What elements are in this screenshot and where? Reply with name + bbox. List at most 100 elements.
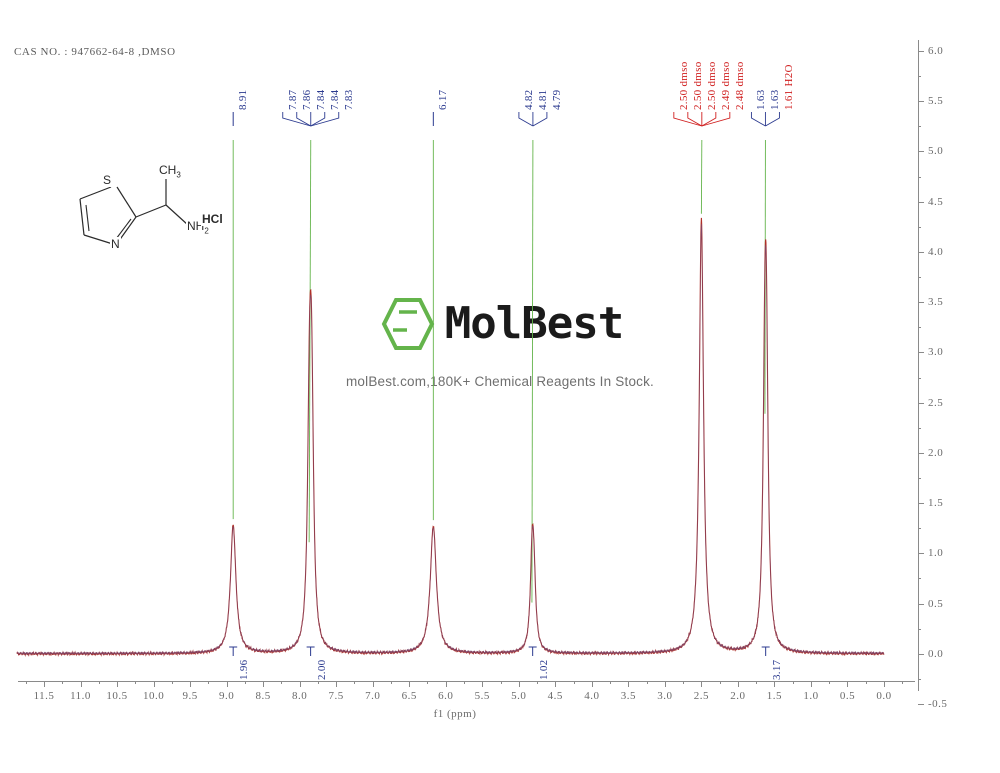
- x-tick-label: 5.5: [474, 690, 490, 702]
- integral-mark: [306, 646, 315, 656]
- peak-label: 1.61 H2O: [783, 64, 796, 110]
- y-tick-minor: [918, 327, 921, 329]
- x-tick-minor: [281, 681, 283, 684]
- y-tick-label: 5.5: [928, 95, 944, 108]
- x-tick-minor: [135, 681, 137, 684]
- x-tick-minor: [865, 681, 867, 684]
- x-tick-label: 9.0: [218, 690, 235, 702]
- y-tick-minor: [918, 477, 921, 479]
- y-tick-label: 4.0: [928, 245, 944, 258]
- y-tick-label: 3.5: [928, 296, 944, 309]
- x-tick-label: 11.5: [33, 690, 55, 702]
- x-tick-label: 0.5: [839, 690, 856, 702]
- y-tick-minor: [918, 126, 921, 128]
- x-tick-minor: [244, 681, 246, 684]
- peak-label-stem: [687, 112, 703, 127]
- x-tick-label: 1.0: [803, 690, 819, 702]
- peak-label-stem: [532, 112, 548, 127]
- peak-label-stem: [310, 112, 326, 127]
- x-tick-minor: [62, 681, 64, 684]
- x-tick: [445, 681, 447, 687]
- x-tick: [263, 681, 265, 687]
- integral-label: 1.96: [238, 659, 251, 680]
- x-tick-minor: [902, 681, 904, 684]
- x-tick-minor: [719, 681, 721, 684]
- x-tick-minor: [464, 681, 465, 684]
- y-tick-minor: [918, 427, 921, 429]
- x-tick: [591, 681, 593, 687]
- integral-label: 1.02: [537, 659, 550, 680]
- x-tick-minor: [390, 681, 392, 684]
- y-tick: [918, 402, 924, 404]
- x-tick: [701, 681, 703, 687]
- peak-label-stem: [310, 112, 340, 127]
- y-axis-line: [918, 40, 919, 691]
- peak-label-stem: [518, 112, 534, 127]
- cas-number-label: CAS NO. : 947662-64-8 ,DMSO: [14, 46, 176, 58]
- x-tick: [190, 681, 192, 687]
- atom-label-hcl: HCl: [201, 212, 224, 226]
- spectrum-trace-overlay: [16, 224, 885, 656]
- peak-label: 7.84: [328, 89, 341, 110]
- atom-label-methyl: CH3: [158, 163, 182, 180]
- y-tick: [918, 553, 924, 555]
- x-tick-label: 9.5: [182, 690, 198, 702]
- y-tick-minor: [918, 678, 921, 680]
- y-tick: [918, 151, 924, 153]
- x-tick-minor: [537, 681, 539, 684]
- x-tick: [518, 681, 520, 687]
- x-tick-minor: [98, 681, 100, 684]
- peak-label-stem: [282, 112, 311, 127]
- peak-label: 7.83: [342, 89, 355, 110]
- x-tick-label: 6.0: [438, 690, 454, 702]
- y-tick-minor: [918, 528, 921, 530]
- hexagon-logo-icon: [381, 298, 435, 350]
- atom-label-nitrogen-ring: N: [110, 237, 121, 251]
- y-tick-label: 2.0: [928, 446, 944, 459]
- y-tick-minor: [918, 628, 921, 630]
- y-tick-minor: [918, 578, 921, 580]
- x-tick-label: 6.5: [401, 690, 417, 702]
- x-tick-minor: [756, 681, 758, 684]
- x-tick: [847, 681, 849, 687]
- y-tick-label: 3.0: [928, 346, 944, 359]
- integral-label: 2.00: [315, 659, 328, 680]
- y-tick-label: 1.5: [928, 497, 944, 510]
- peak-label: 7.86: [300, 89, 313, 110]
- peak-label: 2.50 dmso: [677, 61, 690, 110]
- integral-label: 3.17: [770, 659, 783, 680]
- x-tick: [117, 681, 119, 687]
- integral-tick-marks: [229, 646, 770, 656]
- x-tick-minor: [610, 681, 612, 684]
- x-tick-label: 2.5: [693, 690, 710, 702]
- y-tick: [918, 653, 924, 655]
- x-axis-line: [18, 681, 915, 682]
- peak-label: 4.81: [536, 89, 549, 110]
- x-tick-minor: [171, 681, 173, 684]
- peak-label-stem: [765, 112, 780, 127]
- x-tick-label: 0.0: [876, 690, 892, 702]
- x-tick-minor: [208, 681, 210, 684]
- y-tick-label: -0.5: [928, 698, 948, 710]
- peak-connector-lines: [232, 139, 766, 603]
- x-tick: [336, 681, 338, 687]
- x-tick-label: 11.0: [70, 690, 91, 702]
- x-tick: [299, 681, 301, 687]
- y-tick-label: 2.5: [928, 396, 944, 409]
- integral-mark: [229, 646, 238, 656]
- y-tick: [918, 352, 924, 354]
- peak-label: 7.87: [286, 89, 299, 110]
- x-tick-label: 4.0: [584, 690, 600, 702]
- watermark: MolBest molBest.com,180K+ Chemical Reage…: [0, 296, 1000, 389]
- peak-label: 6.17: [437, 89, 450, 110]
- y-tick-minor: [918, 226, 921, 228]
- x-tick: [810, 681, 812, 687]
- x-tick: [80, 681, 82, 687]
- y-tick: [918, 704, 924, 705]
- y-tick-label: 1.0: [928, 547, 944, 560]
- peak-label: 2.50 dmso: [705, 61, 718, 110]
- x-tick: [774, 681, 776, 687]
- x-tick-label: 8.5: [255, 690, 271, 702]
- peak-label: 4.82: [522, 89, 535, 110]
